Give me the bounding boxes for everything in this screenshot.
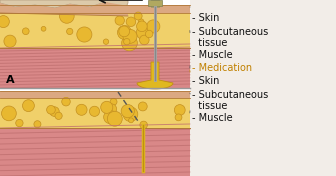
Circle shape: [67, 28, 73, 34]
Circle shape: [2, 106, 16, 121]
Circle shape: [23, 100, 34, 112]
Circle shape: [34, 121, 41, 128]
Circle shape: [145, 30, 153, 38]
Circle shape: [139, 35, 149, 45]
Polygon shape: [0, 0, 128, 9]
Bar: [151, 0, 159, 7]
Circle shape: [101, 101, 113, 113]
Circle shape: [77, 27, 92, 42]
Text: - Skin: - Skin: [192, 76, 219, 86]
Circle shape: [136, 21, 147, 32]
Circle shape: [138, 19, 144, 24]
Circle shape: [123, 107, 138, 122]
Polygon shape: [0, 2, 128, 16]
Text: tissue: tissue: [192, 101, 227, 111]
Circle shape: [124, 39, 130, 45]
Circle shape: [119, 26, 130, 37]
Text: - Muscle: - Muscle: [192, 50, 233, 60]
Bar: [0, 91, 190, 98]
Circle shape: [140, 121, 148, 129]
Circle shape: [107, 111, 122, 126]
Text: tissue: tissue: [192, 38, 227, 48]
Circle shape: [76, 104, 87, 115]
Circle shape: [103, 39, 109, 44]
Circle shape: [138, 102, 147, 111]
Text: A: A: [6, 75, 15, 85]
Circle shape: [126, 17, 136, 27]
Circle shape: [122, 35, 137, 51]
Bar: [0, 5, 190, 13]
Circle shape: [62, 97, 70, 106]
Circle shape: [123, 29, 137, 43]
Circle shape: [136, 25, 151, 40]
Circle shape: [23, 28, 29, 35]
Text: - Muscle: - Muscle: [192, 113, 233, 123]
Text: - Medication: - Medication: [192, 63, 252, 73]
Bar: [0, 128, 190, 176]
Circle shape: [115, 16, 124, 25]
Polygon shape: [137, 62, 173, 89]
Circle shape: [55, 112, 62, 120]
Circle shape: [121, 105, 134, 118]
Circle shape: [118, 26, 131, 39]
Bar: [0, 0, 190, 5]
Bar: [0, 98, 190, 128]
Circle shape: [107, 104, 117, 114]
Circle shape: [50, 107, 59, 116]
Circle shape: [4, 35, 16, 47]
Circle shape: [175, 114, 182, 121]
Bar: [0, 88, 190, 91]
Bar: [148, 0, 162, 6]
Circle shape: [129, 118, 133, 123]
Circle shape: [41, 26, 46, 31]
Circle shape: [110, 98, 117, 105]
Circle shape: [89, 106, 99, 116]
Circle shape: [174, 105, 185, 115]
Circle shape: [0, 16, 9, 28]
Circle shape: [47, 105, 55, 114]
Bar: [0, 48, 190, 88]
Text: - Skin: - Skin: [192, 14, 219, 23]
Text: - Subcutaneous: - Subcutaneous: [192, 27, 268, 37]
Bar: [0, 13, 190, 48]
Circle shape: [147, 20, 160, 33]
Text: - Subcutaneous: - Subcutaneous: [192, 90, 268, 100]
Circle shape: [59, 9, 74, 23]
Circle shape: [104, 110, 117, 124]
Circle shape: [134, 12, 142, 20]
Circle shape: [16, 119, 23, 127]
